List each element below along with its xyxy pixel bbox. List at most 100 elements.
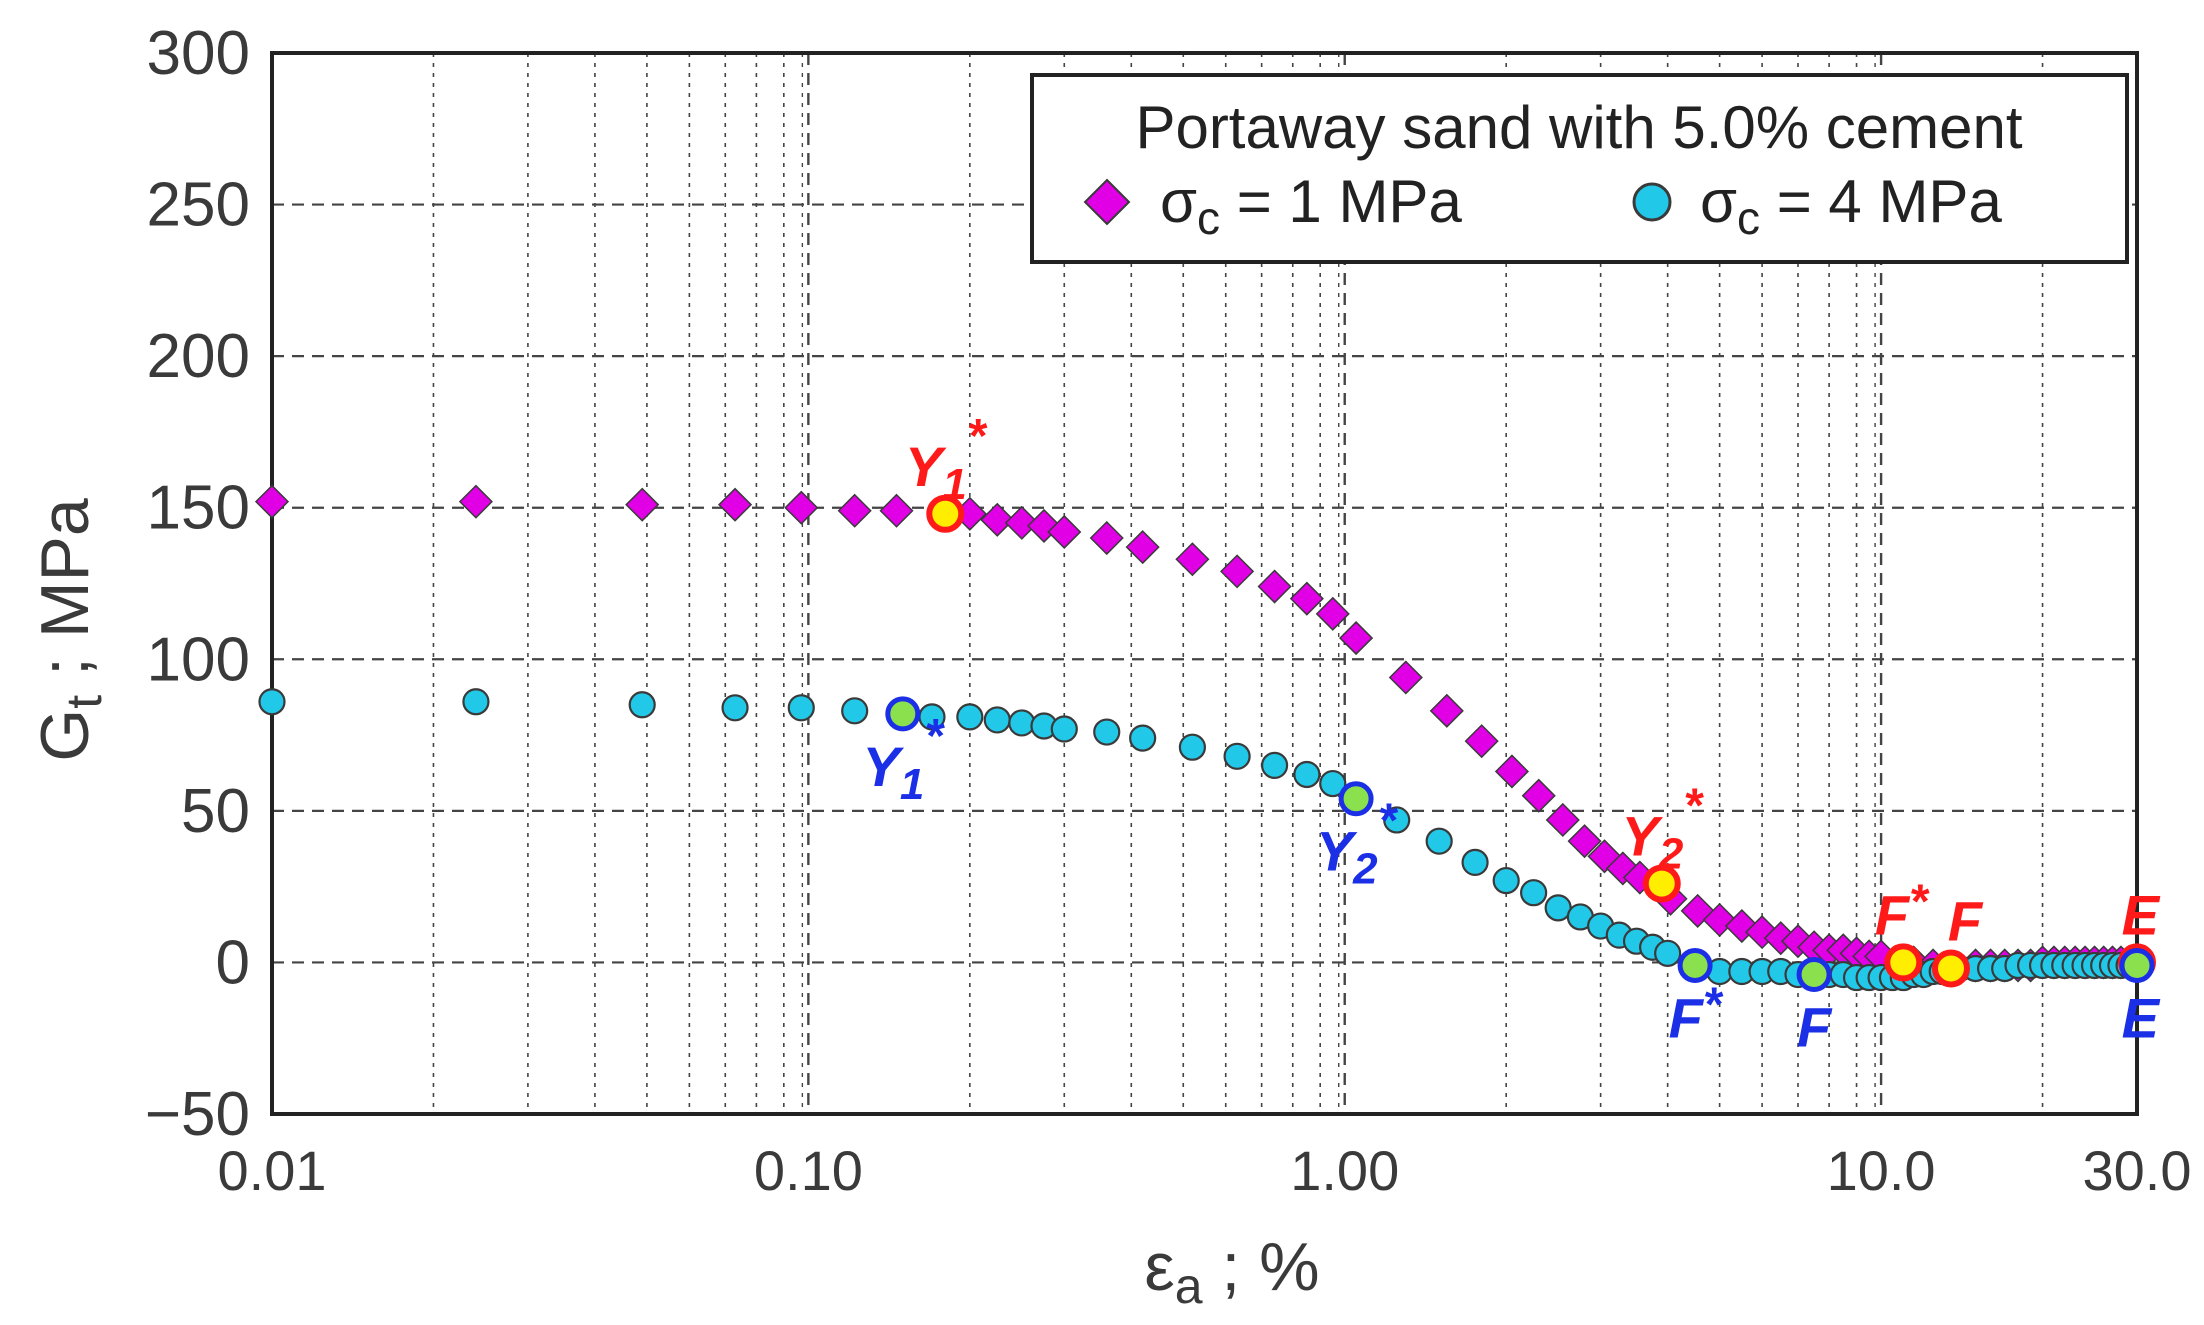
data-point-circle [956,703,984,731]
y-tick-label: 0 [216,928,250,997]
data-point-circle [983,706,1011,734]
y-axis-title-rest: ; MPa [27,498,103,695]
y-tick-label: 300 [147,19,250,88]
data-point-diamond [1004,505,1039,540]
legend: Portaway sand with 5.0% cement σc = 1 MP… [1030,73,2129,264]
data-point-circle [1383,806,1411,834]
highlight-point-blue [1677,947,1713,983]
annotation-layer: Y1* Y2* F* F E Y1* Y2* F* F E [863,410,2161,1058]
y-tick-label: 50 [181,777,250,846]
data-point-diamond [784,490,819,525]
y-tick-label: 100 [147,625,250,694]
data-point-circle [1223,742,1251,770]
data-point-circle [1492,866,1520,895]
data-point-circle [1293,760,1321,789]
data-point-circle [841,697,869,725]
data-point-circle [1520,879,1548,907]
data-point-diamond [1521,778,1556,813]
x-axis-title-sub: a [1175,1258,1203,1314]
data-point-circle [1050,715,1078,743]
annotation-fs-red: F* [1875,876,1930,947]
annotation-f-red: F [1948,889,1984,952]
highlight-point-red [1931,949,1970,988]
annotation-y1s-red: Y1* [905,410,988,509]
data-point-diamond [1220,554,1255,589]
y-axis-title: Gt ; MPa [27,498,112,761]
data-point-circle [1654,939,1682,967]
annotation-f-blue: F [1797,996,1833,1059]
plot-frame [270,51,2139,1116]
x-axis-title-main: ε [1144,1229,1174,1305]
legend-title: Portaway sand with 5.0% cement [1135,94,2022,161]
data-point-diamond [1047,514,1082,550]
annotation-fs-blue: F* [1669,979,1724,1050]
data-point-circle [1093,718,1121,746]
data-point-circle [258,688,286,716]
data-point-circle [1461,848,1489,876]
data-point-diamond [1339,621,1374,656]
legend-entry-2-main: σ [1700,168,1737,235]
highlight-point-red [1642,864,1681,903]
data-point-circle [628,691,656,719]
x-tick-label: 10.0 [1827,1139,1936,1202]
legend-circle-marker [1632,182,1672,222]
series-layer [254,484,2147,992]
data-point-circle [721,694,749,722]
highlight-point-red [1884,943,1923,982]
highlight-point-blue [885,696,921,732]
x-tick-label: 1.00 [1290,1139,1399,1202]
y-axis-title-sub: t [56,695,112,709]
data-point-diamond [1315,596,1350,631]
annotation-y2s-blue: Y2* [1316,795,1399,894]
data-point-diamond [254,484,290,519]
data-point-circle [462,688,490,716]
highlight-layer [885,494,2156,993]
data-point-circle [1178,733,1207,761]
highlight-point-blue [1796,957,1832,993]
x-axis-title: εa ; % [1144,1229,1319,1314]
data-point-diamond [458,484,493,519]
data-point-circle [1129,724,1157,752]
annotation-e-blue: E [2122,986,2161,1049]
data-point-diamond [1257,569,1292,604]
legend-entry-1-main: σ [1160,168,1197,235]
data-point-diamond [1289,581,1324,616]
legend-entry-1-sub: c [1197,192,1220,244]
x-axis-title-rest: ; % [1203,1229,1320,1305]
legend-box [1030,73,2129,264]
x-tick-label: 0.10 [754,1139,863,1202]
legend-entry-2: σc = 4 MPa [1700,168,2002,244]
grid [272,53,2137,1114]
data-point-circle [787,694,815,722]
data-point-diamond [1545,802,1580,838]
data-point-diamond [1175,542,1210,577]
x-tick-label: 30.0 [2083,1139,2192,1202]
annotation-y1s-blue: Y1* [863,710,946,809]
data-point-diamond [1429,693,1464,728]
data-point-diamond [980,502,1015,537]
data-point-diamond [717,487,753,522]
annotation-e-red: E [2122,883,2161,946]
y-tick-label: −50 [145,1080,250,1149]
data-point-diamond [1089,520,1124,556]
legend-entry-1-rest: = 1 MPa [1220,168,1462,235]
legend-diamond-marker [1083,178,1131,226]
y-tick-label: 150 [147,474,250,543]
y-tick-label: 200 [147,322,250,391]
y-axis-title-main: G [27,709,103,762]
data-point-circle [1008,709,1036,737]
series-4mpa [258,688,2143,992]
legend-entry-1: σc = 1 MPa [1160,168,1462,244]
data-point-diamond [1388,660,1423,695]
data-point-diamond [1464,724,1499,759]
data-point-diamond [879,493,914,528]
highlight-point-blue [1338,781,1374,817]
data-point-diamond [837,493,872,528]
data-point-circle [1260,751,1289,779]
y-tick-label: 250 [147,171,250,240]
tick-labels: 300 250 200 150 100 50 0 −500.01 0.10 1.00 10.0 30.… [145,19,2192,1202]
legend-entry-2-sub: c [1737,192,1760,244]
x-tick-label: 0.01 [218,1139,327,1202]
legend-entry-2-rest: = 4 MPa [1760,168,2002,235]
